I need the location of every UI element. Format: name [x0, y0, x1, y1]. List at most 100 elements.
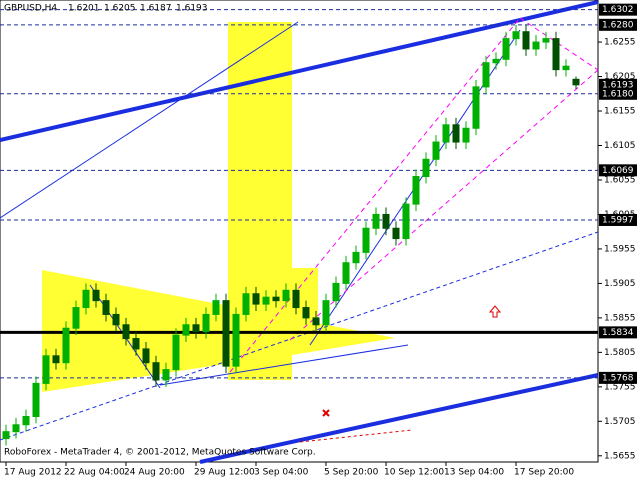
candle-body [402, 203, 410, 240]
channel-line [229, 17, 521, 373]
x-tick-label: 5 Sep 20:00 [324, 468, 379, 478]
y-tick-label: 1.5855 [604, 313, 636, 323]
candle-body [492, 58, 500, 64]
candle-body [242, 293, 250, 315]
candle-body [302, 307, 310, 319]
red-dashed-line [299, 429, 413, 443]
y-tick-label: 1.5955 [604, 244, 636, 254]
level-label-box [599, 164, 637, 177]
y-tick-label: 1.5805 [604, 348, 636, 358]
levels [0, 9, 598, 379]
level-label: 1.6280 [602, 20, 634, 30]
candle-body [132, 338, 140, 350]
candle-body [332, 282, 340, 302]
candle-body [112, 313, 120, 326]
y-tick-label: 1.6255 [604, 38, 636, 48]
candle-body [362, 227, 370, 253]
candle-body [202, 313, 210, 333]
symbol: GBPUSD,H4 [4, 4, 57, 14]
y-tick-label: 1.6105 [604, 141, 636, 151]
candle-body [512, 31, 520, 40]
candle-body [562, 65, 570, 71]
candle-body [42, 355, 50, 384]
candle-body [162, 369, 170, 381]
candle-body [502, 38, 510, 60]
x-tick-label: 17 Aug 2012 [4, 468, 62, 478]
candle-body [392, 227, 400, 240]
x-tick-label: 29 Aug 12:00 [194, 468, 255, 478]
candle-body [532, 41, 540, 50]
header-low: 1.6187 [140, 4, 172, 14]
y-tick-label: 1.6205 [604, 72, 636, 82]
x-tick-label: 22 Aug 04:00 [64, 468, 125, 478]
level-label: 1.6193 [602, 80, 634, 90]
candle-body [462, 127, 470, 143]
candle-body [192, 324, 200, 333]
candle-body [352, 251, 360, 264]
candle-body [452, 124, 460, 143]
y-tick-label: 1.6055 [604, 175, 636, 185]
candle-body [52, 355, 60, 364]
candle-body [282, 289, 290, 302]
level-label: 1.5834 [602, 328, 634, 338]
candle-body [572, 78, 580, 86]
candle-body [182, 324, 190, 336]
level-label: 1.5997 [602, 215, 634, 225]
candle-body [372, 213, 380, 229]
header-close: 1.6193 [176, 4, 208, 14]
footer: RoboForex - MetaTrader 4, © 2001-2012, M… [4, 448, 316, 458]
red-arrow [488, 305, 502, 318]
candle-body [142, 348, 150, 364]
y-tick-label: 1.5755 [604, 382, 636, 392]
candle-body [22, 415, 30, 426]
candle-body [62, 327, 70, 364]
candle-body [312, 317, 320, 326]
level-label: 1.6069 [602, 166, 634, 176]
trend-line [199, 373, 599, 464]
level-label: 1.6180 [602, 89, 634, 99]
candle-body [212, 300, 220, 315]
y-tick-label: 1.5655 [604, 451, 636, 461]
x-tick-label: 3 Sep 04:00 [254, 468, 309, 478]
header-open: 1.6201 [68, 4, 100, 14]
candle-body [92, 289, 100, 302]
candle-body [382, 213, 390, 229]
yellow-zone [228, 22, 395, 380]
red-cross [322, 409, 330, 417]
y-tick-label: 1.6155 [604, 107, 636, 117]
candle-body [482, 62, 490, 88]
candle-body [222, 300, 230, 367]
trend-line [159, 344, 409, 386]
candle-body [122, 324, 130, 340]
header-high: 1.6205 [104, 4, 136, 14]
candle-body [262, 296, 270, 305]
candle-body [422, 158, 430, 178]
level-label: 1.5768 [602, 373, 634, 383]
level-label-box [599, 371, 637, 384]
level-label-box [599, 326, 637, 339]
candle-body [82, 289, 90, 309]
level-label-box [599, 213, 637, 226]
candle-body [252, 293, 260, 305]
candle-body [12, 424, 20, 433]
candle-body [102, 300, 110, 315]
candle-body [342, 262, 350, 284]
level-label: 1.6302 [602, 5, 634, 15]
candle-body [522, 31, 530, 50]
trend-line [0, 21, 299, 219]
level-label-box [599, 18, 637, 31]
y-tick-label: 1.5705 [604, 417, 636, 427]
candle-body [442, 124, 450, 143]
level-label-box [599, 87, 637, 100]
candle-body [412, 176, 420, 205]
x-tick-label: 17 Sep 20:00 [514, 468, 574, 478]
candle-body [72, 307, 80, 329]
x-tick-label: 13 Sep 04:00 [444, 468, 504, 478]
candle-body [172, 334, 180, 371]
candle-body [272, 296, 280, 302]
candle-body [472, 86, 480, 129]
candle-body [542, 38, 550, 43]
y-tick-label: 1.5905 [604, 279, 636, 289]
